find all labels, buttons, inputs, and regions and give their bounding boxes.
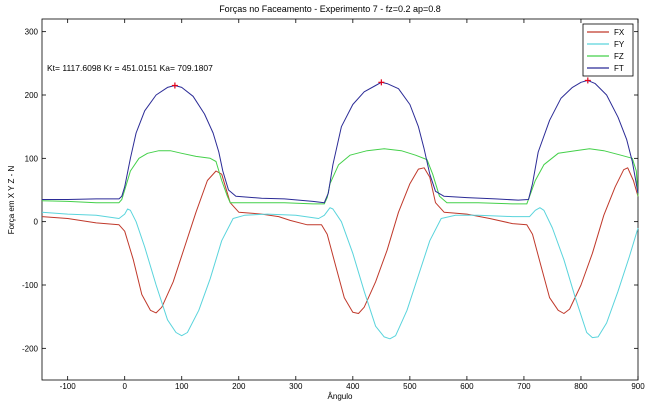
- peak-marker: [171, 82, 178, 89]
- x-tick-label: 0: [122, 382, 127, 391]
- y-tick-label: 0: [34, 218, 39, 227]
- series-fx-line: [41, 167, 639, 314]
- x-tick-label: 100: [175, 382, 189, 391]
- x-tick-label: 500: [403, 382, 417, 391]
- x-tick-label: 700: [517, 382, 531, 391]
- x-tick-label: 300: [289, 382, 303, 391]
- legend-label: FT: [614, 64, 624, 73]
- y-tick-label: 200: [25, 91, 39, 100]
- axis-ticks: -100 0 100 200 300 400 500 600 700 800 900 -200 -100…: [22, 19, 645, 391]
- x-axis-label: Ângulo: [328, 392, 353, 401]
- plot-area: [41, 18, 639, 381]
- chart-title: Forças no Faceamento - Experimento 7 - f…: [219, 4, 441, 14]
- legend-box: [582, 23, 634, 77]
- y-tick-label: 300: [25, 28, 39, 37]
- legend-label: FZ: [614, 52, 624, 61]
- y-tick-label: 100: [25, 154, 39, 163]
- legend-item-fx: FX: [587, 28, 625, 37]
- x-tick-label: 800: [574, 382, 588, 391]
- peak-marker: [378, 79, 385, 86]
- y-tick-label: -200: [22, 344, 39, 353]
- series-fz-line: [41, 148, 639, 205]
- x-tick-label: 200: [232, 382, 246, 391]
- peak-marker: [584, 77, 591, 84]
- peak-markers: [171, 77, 591, 89]
- legend-item-fz: FZ: [587, 52, 624, 61]
- legend-item-ft: FT: [587, 64, 624, 73]
- legend-label: FY: [614, 40, 625, 49]
- x-tick-label: -100: [60, 382, 77, 391]
- x-tick-label: 400: [346, 382, 360, 391]
- legend-item-fy: FY: [587, 40, 625, 49]
- series-ft-line: [42, 79, 639, 204]
- legend-label: FX: [614, 28, 625, 37]
- legend: FX FY FZ FT: [582, 23, 634, 77]
- x-tick-label: 900: [631, 382, 645, 391]
- annotation-constants: Kt= 1117.6098 Kr = 451.0151 Ka= 709.1807: [47, 63, 213, 73]
- series-fy-line: [41, 207, 639, 340]
- y-axis-label: Força em X Y Z - N: [7, 165, 16, 234]
- x-tick-label: 600: [460, 382, 474, 391]
- y-tick-label: -100: [22, 281, 39, 290]
- series-lines: [41, 79, 639, 340]
